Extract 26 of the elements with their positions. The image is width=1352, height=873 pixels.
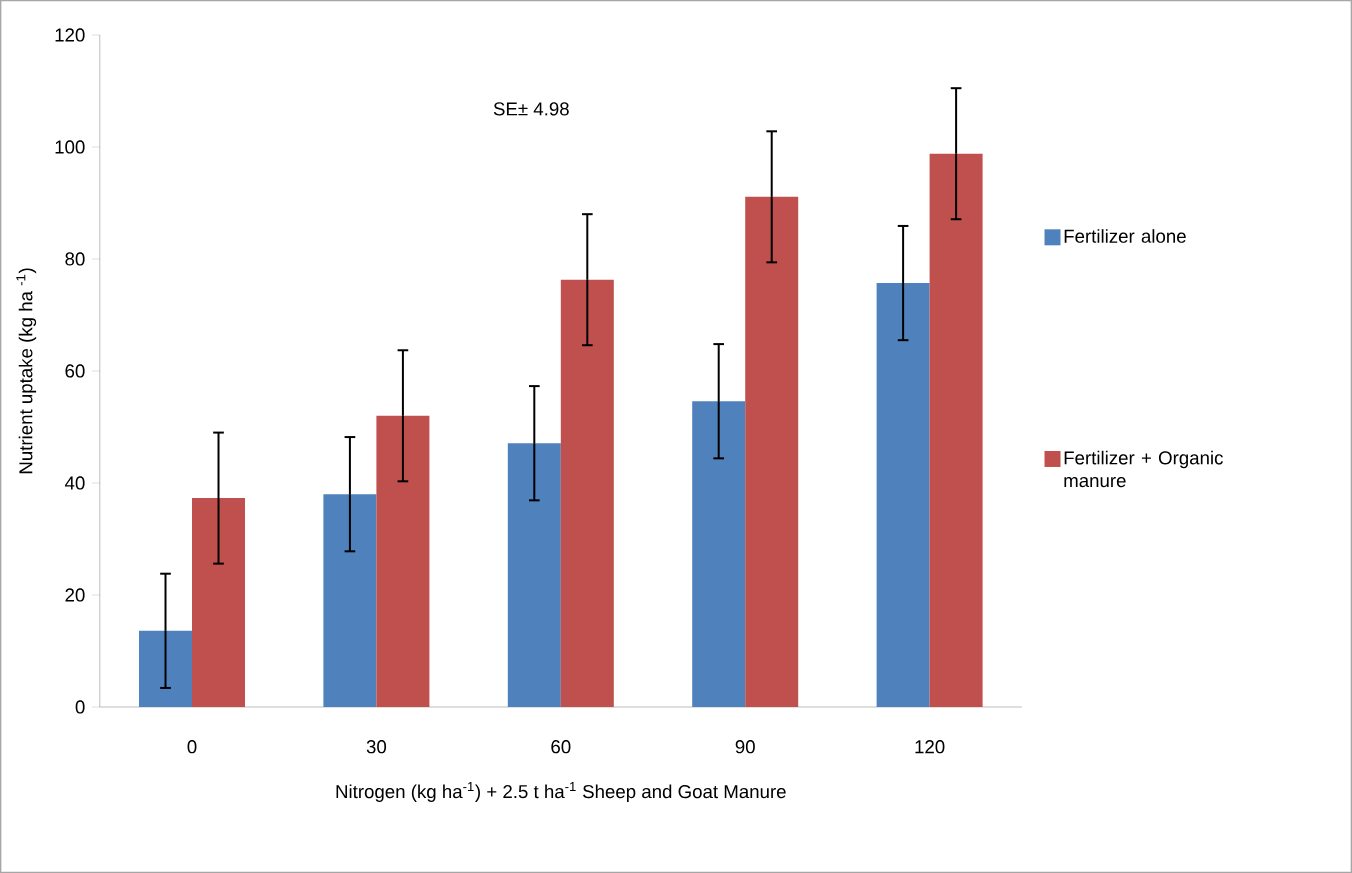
bar xyxy=(192,498,246,707)
annotation: SE± 4.98 xyxy=(493,102,569,116)
y-tick-label: 0 xyxy=(75,700,85,714)
y-tick-label: 20 xyxy=(65,588,85,602)
y-tick-label: 100 xyxy=(55,140,85,154)
bar xyxy=(376,415,430,707)
x-tick-label: 0 xyxy=(187,740,197,754)
bar xyxy=(745,196,799,707)
x-tick-label: 120 xyxy=(915,740,945,754)
y-tick-label: 120 xyxy=(55,28,85,42)
y-tick-label: 60 xyxy=(65,364,85,378)
bar xyxy=(876,283,930,707)
y-axis-title: Nutrient uptake (kg ha $^{-1}$) xyxy=(16,268,37,474)
x-tick-label: 30 xyxy=(366,740,387,754)
y-tick-label: 80 xyxy=(65,252,85,266)
bar xyxy=(507,443,561,707)
legend-label: Fertilizer alone xyxy=(1064,229,1186,243)
bar xyxy=(692,401,746,707)
legend-label: Fertilizer + Organic manure xyxy=(1064,450,1223,488)
y-tick-label: 40 xyxy=(64,476,85,490)
x-tick-label: 60 xyxy=(551,740,571,754)
bar xyxy=(323,494,377,707)
bar xyxy=(929,153,983,707)
bar xyxy=(560,279,614,707)
x-axis-title: Nitrogen (kg ha$^{-1}$) + 2.5 t ha$^{-1}$ Sheep and Goat Manure xyxy=(336,782,786,802)
x-tick-label: 90 xyxy=(735,740,755,754)
